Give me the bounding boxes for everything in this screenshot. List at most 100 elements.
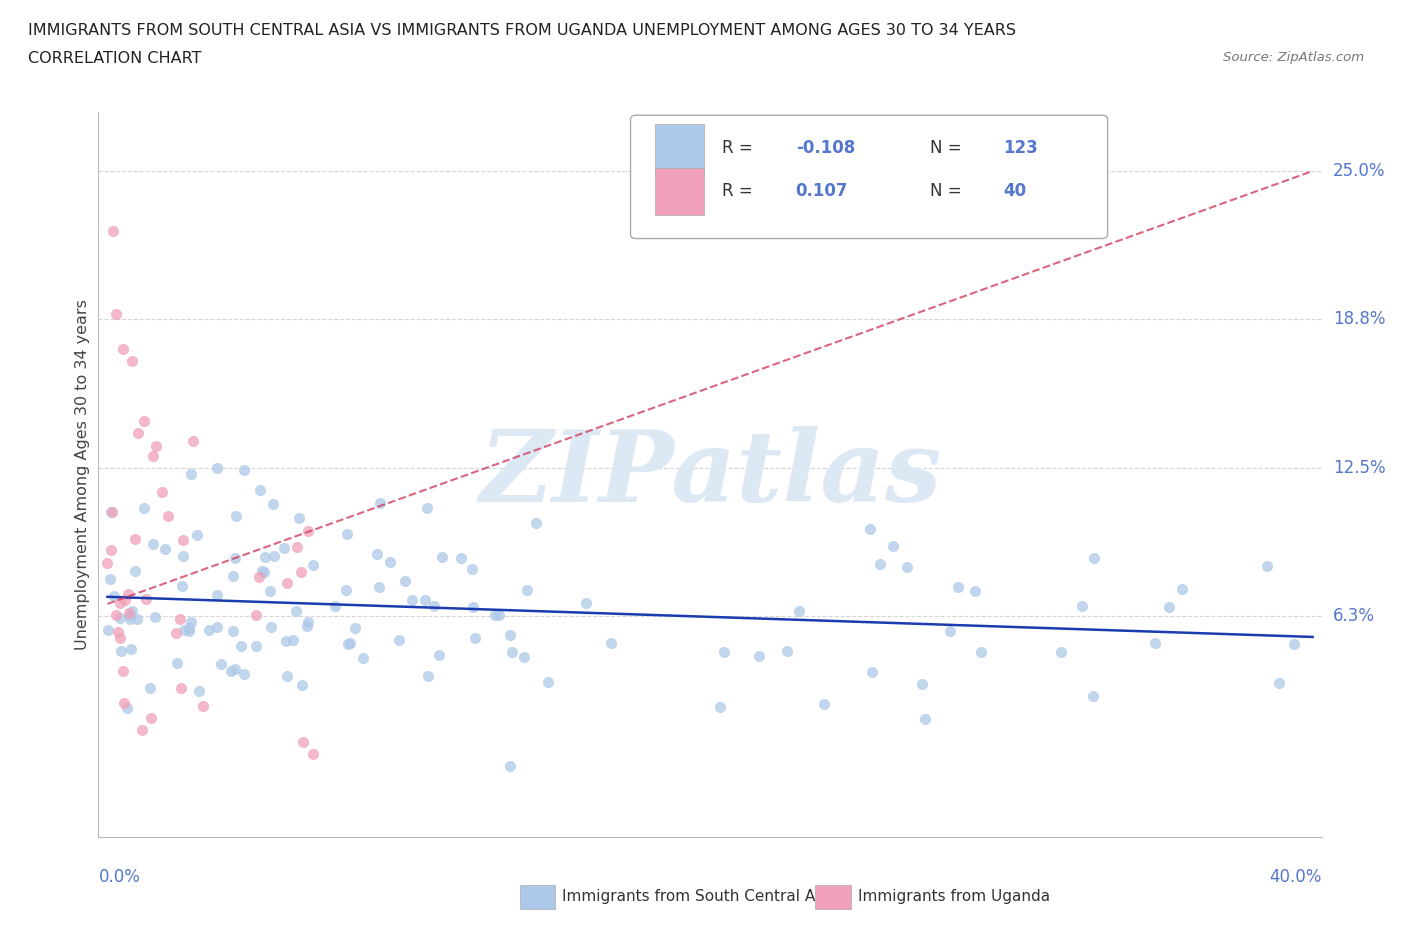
Point — [262, 497, 284, 512]
Point — [939, 623, 962, 638]
Point — [713, 644, 735, 659]
Point — [222, 623, 245, 638]
Point — [197, 623, 219, 638]
Point — [224, 662, 246, 677]
Point — [263, 549, 285, 564]
Point — [335, 583, 357, 598]
Point — [516, 582, 538, 597]
Point — [170, 578, 193, 593]
Point — [100, 543, 122, 558]
Point — [501, 644, 523, 659]
Point — [118, 612, 141, 627]
Point — [1171, 581, 1194, 596]
Point — [107, 624, 129, 639]
Point — [416, 669, 439, 684]
Point — [335, 527, 357, 542]
Point — [352, 650, 374, 665]
Point — [135, 591, 157, 606]
Point — [103, 589, 125, 604]
Point — [114, 593, 136, 608]
Point — [145, 438, 167, 453]
Point — [172, 532, 194, 547]
Point — [291, 677, 314, 692]
Point — [1144, 636, 1167, 651]
Point — [150, 485, 173, 499]
Point — [378, 554, 401, 569]
Point — [221, 663, 243, 678]
Point — [273, 540, 295, 555]
Point — [173, 622, 195, 637]
Point — [963, 583, 986, 598]
Point — [156, 509, 179, 524]
Point — [499, 627, 522, 642]
Point — [104, 608, 127, 623]
Text: 40: 40 — [1004, 182, 1026, 200]
Point — [368, 496, 391, 511]
Point — [450, 551, 472, 565]
Point — [247, 570, 270, 585]
Point — [97, 623, 120, 638]
Point — [96, 555, 118, 570]
Point — [170, 681, 193, 696]
Point — [111, 663, 134, 678]
Point — [860, 665, 883, 680]
Point — [339, 635, 361, 650]
Point — [291, 735, 314, 750]
Point — [488, 608, 510, 623]
Point — [882, 538, 904, 553]
Point — [413, 592, 436, 607]
Point — [118, 606, 141, 621]
Point — [131, 723, 153, 737]
Point — [600, 635, 623, 650]
Point — [205, 588, 228, 603]
Point — [245, 608, 267, 623]
Point — [103, 223, 125, 238]
Point — [911, 676, 934, 691]
Point — [121, 604, 143, 618]
Point — [110, 596, 132, 611]
Point — [575, 596, 598, 611]
Point — [464, 631, 486, 645]
Text: IMMIGRANTS FROM SOUTH CENTRAL ASIA VS IMMIGRANTS FROM UGANDA UNEMPLOYMENT AMONG : IMMIGRANTS FROM SOUTH CENTRAL ASIA VS IM… — [28, 23, 1017, 38]
Text: 12.5%: 12.5% — [1333, 459, 1385, 477]
Point — [180, 467, 202, 482]
Point — [229, 639, 252, 654]
Point — [290, 565, 312, 579]
Point — [100, 572, 122, 587]
Text: -0.108: -0.108 — [796, 139, 855, 157]
Point — [1284, 636, 1306, 651]
Point — [859, 522, 882, 537]
Point — [108, 611, 131, 626]
Point — [224, 551, 246, 565]
Text: 123: 123 — [1004, 139, 1039, 157]
Point — [121, 354, 143, 369]
Point — [274, 633, 297, 648]
Point — [142, 449, 165, 464]
Point — [1081, 689, 1104, 704]
Point — [336, 637, 359, 652]
Point — [323, 598, 346, 613]
Point — [142, 537, 165, 551]
Point — [1070, 598, 1092, 613]
Point — [120, 642, 142, 657]
Point — [177, 624, 200, 639]
Point — [401, 592, 423, 607]
Point — [276, 669, 298, 684]
Point — [499, 758, 522, 773]
Point — [1256, 559, 1278, 574]
Point — [111, 342, 134, 357]
Text: Immigrants from South Central Asia: Immigrants from South Central Asia — [562, 889, 838, 904]
Point — [108, 631, 131, 645]
Text: ZIPatlas: ZIPatlas — [479, 426, 941, 523]
Point — [187, 684, 209, 698]
Point — [225, 509, 247, 524]
Point — [205, 461, 228, 476]
Point — [249, 482, 271, 497]
Bar — [655, 125, 704, 171]
Point — [388, 632, 411, 647]
Point — [252, 564, 274, 578]
Point — [423, 599, 446, 614]
Text: 25.0%: 25.0% — [1333, 162, 1385, 180]
Point — [946, 579, 969, 594]
Point — [302, 746, 325, 761]
